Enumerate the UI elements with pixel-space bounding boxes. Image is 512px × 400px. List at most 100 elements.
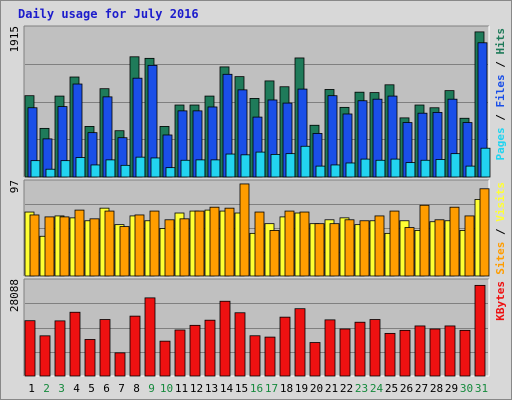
x-tick-label-day-14: 14 — [220, 382, 234, 395]
legend-sites: Sites — [494, 242, 507, 275]
bar-pages-day-3 — [60, 160, 71, 178]
legend-kbytes: KBytes — [494, 281, 507, 321]
bar-kbytes-day-18 — [279, 316, 291, 377]
bar-kbytes-day-13 — [204, 319, 216, 377]
bar-sites-day-28 — [434, 219, 445, 277]
x-tick-label-day-20: 20 — [310, 382, 323, 395]
x-tick-label-day-31: 31 — [475, 382, 488, 395]
bar-kbytes-day-20 — [309, 342, 321, 377]
bar-pages-day-2 — [45, 168, 56, 178]
x-tick-label-day-1: 1 — [28, 382, 35, 395]
x-tick-label-day-9: 9 — [148, 382, 155, 395]
legend-files: Files — [494, 74, 507, 107]
legend-pages: Pages — [494, 127, 507, 160]
bar-sites-day-4 — [74, 209, 85, 277]
bar-sites-day-26 — [404, 227, 415, 277]
x-tick-label-day-2: 2 — [43, 382, 50, 395]
bar-pages-day-1 — [30, 160, 41, 178]
bar-pages-day-14 — [225, 153, 236, 178]
bar-pages-day-12 — [195, 159, 206, 178]
bar-kbytes-day-2 — [39, 335, 51, 377]
bar-sites-day-18 — [284, 210, 295, 277]
x-tick-label-day-10: 10 — [160, 382, 173, 395]
bar-kbytes-day-30 — [459, 329, 471, 377]
bar-sites-day-13 — [209, 206, 220, 277]
bar-pages-day-8 — [135, 156, 146, 178]
bar-sites-day-24 — [374, 215, 385, 277]
x-tick-label-day-24: 24 — [370, 382, 384, 395]
bar-pages-day-10 — [165, 167, 176, 178]
bar-pages-day-4 — [75, 157, 86, 178]
x-tick-label-day-13: 13 — [205, 382, 218, 395]
x-tick-label-day-17: 17 — [265, 382, 278, 395]
bar-sites-day-19 — [299, 211, 310, 277]
bar-sites-day-25 — [389, 210, 400, 277]
bar-pages-day-28 — [435, 159, 446, 178]
bar-kbytes-day-23 — [354, 321, 366, 377]
x-tick-label-day-21: 21 — [325, 382, 338, 395]
x-tick-label-day-29: 29 — [445, 382, 458, 395]
bar-kbytes-day-1 — [24, 320, 36, 377]
bar-pages-day-29 — [450, 153, 461, 178]
bar-kbytes-day-26 — [399, 329, 411, 377]
bar-pages-day-18 — [285, 153, 296, 178]
bar-pages-day-22 — [345, 162, 356, 178]
x-tick-label-day-16: 16 — [250, 382, 263, 395]
bar-kbytes-day-15 — [234, 312, 246, 377]
chart-title: Daily usage for July 2016 — [18, 7, 199, 21]
bar-kbytes-day-11 — [174, 329, 186, 377]
bar-kbytes-day-14 — [219, 300, 231, 377]
bar-kbytes-day-27 — [414, 325, 426, 377]
x-tick-label-day-7: 7 — [118, 382, 125, 395]
bar-kbytes-day-4 — [69, 311, 81, 377]
bar-sites-day-22 — [344, 219, 355, 277]
bar-sites-day-15 — [239, 183, 250, 277]
bar-pages-day-26 — [405, 162, 416, 178]
bar-sites-day-23 — [359, 220, 370, 277]
bar-pages-day-23 — [360, 158, 371, 178]
bar-sites-day-10 — [164, 219, 175, 277]
x-tick-label-day-5: 5 — [88, 382, 95, 395]
bar-pages-day-13 — [210, 159, 221, 178]
bar-sites-day-14 — [224, 207, 235, 277]
bar-sites-day-3 — [59, 216, 70, 277]
legend: Pages / Files / Hits — [494, 28, 507, 161]
bar-sites-day-29 — [449, 206, 460, 277]
bar-pages-day-24 — [375, 159, 386, 178]
bar-kbytes-day-16 — [249, 335, 261, 377]
bar-kbytes-day-5 — [84, 339, 96, 377]
bar-pages-day-17 — [270, 154, 281, 178]
bar-kbytes-day-3 — [54, 320, 66, 377]
x-tick-label-day-25: 25 — [385, 382, 398, 395]
bar-pages-day-31 — [480, 147, 491, 178]
bar-pages-day-19 — [300, 145, 311, 178]
bar-sites-day-8 — [134, 214, 145, 277]
bar-sites-day-20 — [314, 223, 325, 277]
bar-sites-day-16 — [254, 211, 265, 277]
y-axis-max-label: 28088 — [8, 279, 21, 312]
legend: Sites / Visits — [494, 182, 507, 275]
bar-kbytes-day-10 — [159, 340, 171, 377]
bar-kbytes-day-9 — [144, 297, 156, 377]
x-tick-label-day-8: 8 — [133, 382, 140, 395]
bar-sites-day-6 — [104, 210, 115, 277]
bar-kbytes-day-19 — [294, 308, 306, 377]
bar-pages-day-30 — [465, 165, 476, 178]
bar-sites-day-5 — [89, 218, 100, 277]
x-tick-label-day-26: 26 — [400, 382, 413, 395]
x-tick-label-day-18: 18 — [280, 382, 293, 395]
bar-kbytes-day-28 — [429, 328, 441, 377]
bar-sites-day-21 — [329, 223, 340, 277]
bar-pages-day-27 — [420, 159, 431, 178]
bar-kbytes-day-22 — [339, 328, 351, 377]
x-tick-label-day-6: 6 — [103, 382, 110, 395]
bar-kbytes-day-6 — [99, 319, 111, 377]
bar-sites-day-31 — [479, 188, 490, 277]
bar-kbytes-day-24 — [369, 319, 381, 377]
bar-pages-day-6 — [105, 159, 116, 178]
legend: KBytes — [494, 281, 507, 321]
bar-pages-day-25 — [390, 158, 401, 178]
bar-pages-day-5 — [90, 164, 101, 178]
x-tick-label-day-3: 3 — [58, 382, 65, 395]
